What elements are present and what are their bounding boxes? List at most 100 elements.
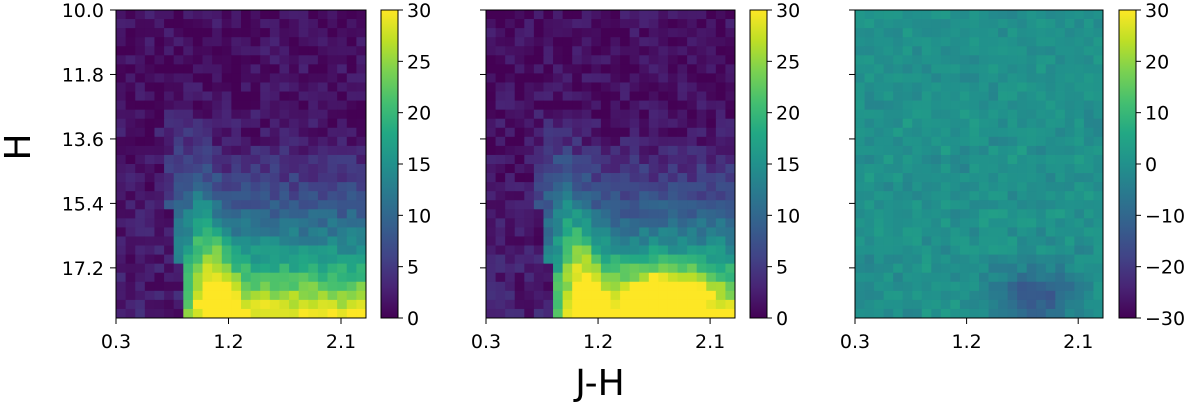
heatmap-cell	[221, 46, 232, 56]
heatmap-cell	[610, 55, 621, 65]
heatmap-cell	[883, 299, 894, 310]
heatmap-cell	[969, 182, 980, 192]
heatmap-cell	[893, 136, 904, 147]
heatmap-cell	[979, 19, 989, 29]
heatmap-cell	[173, 263, 184, 274]
heatmap-cell	[135, 37, 146, 47]
heatmap-cell	[279, 64, 290, 74]
heatmap-cell	[893, 91, 904, 101]
heatmap-cell	[979, 236, 989, 246]
heatmap-cell	[524, 200, 535, 210]
heatmap-cell	[212, 28, 223, 38]
heatmap-cell	[639, 46, 650, 56]
heatmap-cell	[940, 10, 951, 20]
heatmap-cell	[183, 308, 194, 319]
heatmap-cell	[581, 218, 592, 228]
heatmap-cell	[988, 64, 999, 74]
heatmap-cell	[317, 55, 328, 65]
heatmap-cell	[706, 218, 717, 228]
heatmap-cell	[715, 82, 726, 92]
heatmap-cell	[687, 263, 698, 274]
heatmap-cell	[706, 182, 717, 192]
heatmap-cell	[1055, 82, 1066, 92]
heatmap-cell	[543, 227, 554, 237]
heatmap-cell	[289, 10, 300, 20]
heatmap-cell	[902, 64, 913, 74]
heatmap-cell	[998, 91, 1009, 101]
heatmap-cell	[706, 10, 717, 20]
heatmap-cell	[221, 100, 232, 111]
heatmap-cell	[356, 82, 367, 92]
heatmap-cell	[1074, 73, 1085, 83]
heatmap-cell	[289, 19, 300, 29]
heatmap-cell	[269, 10, 280, 20]
heatmap-cell	[969, 82, 980, 92]
heatmap-cell	[173, 118, 184, 129]
heatmap-cell	[164, 10, 175, 20]
heatmap-cell	[154, 191, 165, 201]
heatmap-cell	[298, 173, 309, 183]
heatmap-cell	[998, 154, 1009, 165]
heatmap-cell	[183, 245, 194, 255]
heatmap-cell	[260, 173, 271, 183]
heatmap-cell	[979, 200, 989, 210]
heatmap-cell	[346, 164, 357, 174]
heatmap-cell	[696, 281, 707, 292]
heatmap-cell	[921, 290, 932, 301]
heatmap-cell	[1007, 281, 1018, 292]
heatmap-cell	[212, 236, 223, 246]
heatmap-cell	[706, 263, 717, 274]
heatmap-cell	[356, 19, 367, 29]
heatmap-cell	[725, 245, 736, 255]
heatmap-cell	[1045, 10, 1056, 20]
heatmap-cell	[241, 245, 252, 255]
heatmap-cell	[231, 236, 242, 246]
heatmap-cell	[356, 173, 367, 183]
heatmap-cell	[308, 182, 319, 192]
heatmap-cell	[202, 164, 213, 174]
x-tick-label: 2.1	[695, 331, 725, 353]
heatmap-cell	[667, 154, 678, 165]
heatmap-cell	[486, 209, 496, 219]
heatmap-cell	[260, 127, 271, 138]
heatmap-cell	[1093, 136, 1104, 147]
heatmap-cell	[931, 209, 942, 219]
heatmap-cell	[495, 236, 506, 246]
heatmap-cell	[959, 109, 970, 120]
heatmap-cell	[864, 55, 875, 65]
heatmap-cell	[706, 254, 717, 265]
heatmap-cell	[135, 19, 146, 29]
heatmap-cell	[221, 82, 232, 92]
heatmap-cell	[164, 145, 175, 156]
heatmap-cell	[902, 281, 913, 292]
heatmap-cell	[581, 145, 592, 156]
heatmap-cell	[356, 73, 367, 83]
heatmap-cell	[1017, 64, 1028, 74]
y-axis-label: H	[0, 133, 39, 160]
heatmap-cell	[677, 100, 688, 111]
heatmap-cell	[533, 37, 544, 47]
heatmap-cell	[524, 290, 535, 301]
heatmap-cell	[1093, 154, 1104, 165]
heatmap-cell	[1064, 263, 1075, 274]
heatmap-cell	[269, 281, 280, 292]
heatmap-cell	[998, 164, 1009, 174]
heatmap-cell	[706, 64, 717, 74]
heatmap-cell	[1036, 154, 1047, 165]
heatmap-cell	[979, 145, 989, 156]
heatmap-cell	[1026, 164, 1037, 174]
heatmap-cell	[1007, 127, 1018, 138]
heatmap-cell	[1026, 299, 1037, 310]
heatmap-cell	[164, 272, 175, 283]
heatmap-cell	[572, 100, 583, 111]
heatmap-cell	[921, 308, 932, 319]
heatmap-cell	[902, 145, 913, 156]
heatmap-cell	[1026, 182, 1037, 192]
heatmap-cell	[600, 245, 611, 255]
heatmap-cell	[1083, 272, 1094, 283]
heatmap-cell	[486, 173, 496, 183]
heatmap-cell	[979, 46, 989, 56]
heatmap-cell	[715, 100, 726, 111]
x-tick-label: 1.2	[213, 331, 243, 353]
heatmap-cell	[327, 254, 338, 265]
